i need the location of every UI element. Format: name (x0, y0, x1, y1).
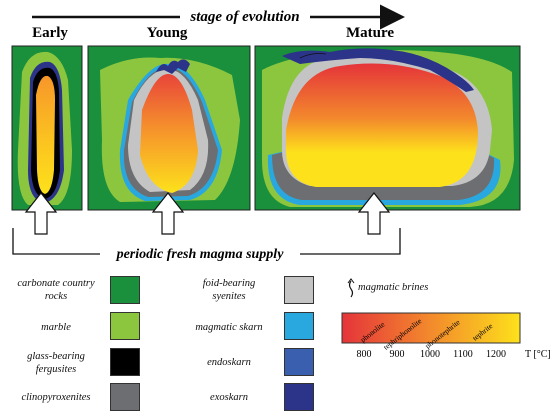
young-panel (87, 45, 251, 211)
temperature-scale-ticks: 800 900 1000 1100 1200 T [°C] (357, 349, 550, 360)
magma-arrow-early (24, 192, 58, 235)
legend-swatch-marble (110, 312, 140, 340)
magma-arrow-mature (357, 192, 391, 235)
legend-swatch-endoskarn (284, 348, 314, 376)
legend-swatch-syenite (284, 276, 314, 304)
supply-label: periodic fresh magma supply (116, 247, 285, 262)
temperature-tick-label: 1000 (420, 349, 440, 360)
temperature-tick-label: 800 (357, 349, 372, 360)
temperature-tick-label: 900 (390, 349, 405, 360)
legend-label-magmatic-skarn: magmatic skarn (195, 322, 263, 333)
magma-arrow-young (151, 192, 185, 235)
legend-label-clinopyroxenite: clinopyroxenites (21, 392, 91, 403)
stage-title-mature: Mature (346, 25, 394, 41)
evolution-arrow-label: stage of evolution (189, 9, 299, 25)
temperature-tick-label: 1100 (453, 349, 473, 360)
legend-swatch-country-rock (110, 276, 140, 304)
legend-label-syenite: foid-bearing syenites (202, 278, 256, 302)
temperature-tick-label: 1200 (486, 349, 506, 360)
temperature-unit-label: T [°C] (525, 349, 550, 360)
stage-title-young: Young (147, 25, 188, 41)
temperature-gradient-bar (341, 312, 521, 344)
legend-label-brines: magmatic brines (358, 282, 429, 293)
legend-label-country-rock: carbonate country rocks (17, 278, 95, 302)
legend-label-exoskarn: exoskarn (210, 392, 248, 403)
legend-swatch-clinopyroxenite (110, 383, 140, 411)
early-panel (11, 45, 83, 211)
mature-panel (254, 45, 521, 211)
legend-label-glass: glass-bearing fergusites (27, 351, 85, 375)
legend-swatch-magmatic-skarn (284, 312, 314, 340)
legend-label-endoskarn: endoskarn (207, 357, 251, 368)
brine-icon (348, 280, 354, 298)
legend-swatch-exoskarn (284, 383, 314, 411)
legend-label-marble: marble (41, 322, 71, 333)
stage-title-early: Early (32, 25, 68, 41)
legend: carbonate country rocks marble glass-bear… (0, 270, 550, 416)
legend-swatch-glass (110, 348, 140, 376)
